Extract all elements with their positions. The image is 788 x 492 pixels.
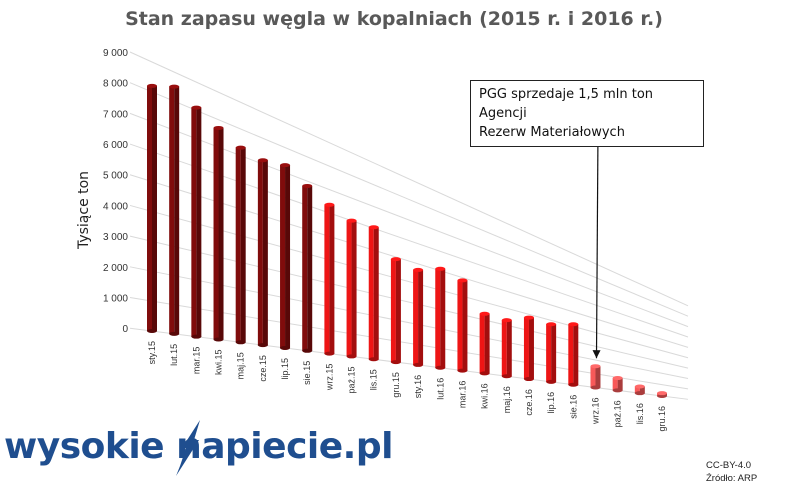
lightning-bolt-icon bbox=[176, 420, 200, 476]
x-tick-label: paź.15 bbox=[347, 366, 357, 393]
bar-kwi.15 bbox=[213, 125, 224, 342]
bar-lis.15 bbox=[368, 225, 379, 362]
x-tick-label: sie.15 bbox=[302, 361, 312, 385]
x-tick-label: mar.16 bbox=[457, 381, 467, 409]
bar-sty.15 bbox=[147, 83, 157, 333]
chart-title: Stan zapasu węgla w kopalniach (2015 r. … bbox=[125, 8, 663, 30]
x-tick-label: sty.16 bbox=[413, 375, 423, 398]
x-tick-label: cze.15 bbox=[258, 355, 268, 382]
y-axis-label: Tysiące ton bbox=[76, 171, 92, 250]
y-tick-label: 2 000 bbox=[103, 263, 128, 274]
bar-kwi.16 bbox=[479, 311, 490, 376]
annotation-callout: PGG sprzedaje 1,5 mln ton Agencji Rezerw… bbox=[470, 80, 704, 147]
gridline bbox=[129, 82, 689, 317]
gridlines bbox=[129, 51, 689, 400]
x-tick-label: maj.16 bbox=[502, 386, 512, 413]
y-tick-label: 6 000 bbox=[103, 140, 128, 151]
x-tick-label: lut.16 bbox=[435, 378, 445, 400]
bar-gru.15 bbox=[390, 257, 401, 365]
y-tick-label: 9 000 bbox=[103, 48, 128, 59]
x-tick-label: kwi.15 bbox=[214, 349, 224, 375]
y-tick-label: 7 000 bbox=[103, 109, 128, 120]
bars bbox=[147, 83, 667, 398]
license-text: CC-BY-4.0 bbox=[706, 460, 752, 471]
x-tick-label: gru.16 bbox=[657, 406, 667, 432]
annotation-arrow-line bbox=[595, 129, 599, 359]
bar-cze.15 bbox=[257, 158, 268, 348]
bar-sie.16 bbox=[568, 322, 579, 387]
y-tick-label: 3 000 bbox=[103, 232, 128, 243]
x-tick-label: lis.16 bbox=[635, 403, 645, 424]
logo-text: wysokie napiecie.pl bbox=[4, 426, 393, 467]
x-tick-label: lip.15 bbox=[280, 358, 290, 380]
y-tick-label: 0 bbox=[122, 324, 128, 335]
bar-lip.15 bbox=[280, 163, 291, 350]
bar-mar.15 bbox=[191, 105, 202, 339]
x-tick-label: wrz.16 bbox=[590, 398, 600, 426]
bar-wrz.15 bbox=[324, 202, 335, 356]
bar-paź.15 bbox=[346, 218, 357, 359]
x-tick-label: lip.16 bbox=[546, 392, 556, 414]
annotation-line-2: Rezerw Materiałowych bbox=[479, 125, 625, 140]
y-tick-label: 5 000 bbox=[103, 171, 128, 182]
x-tick-label: lut.15 bbox=[169, 344, 179, 366]
annotation-line-1: PGG sprzedaje 1,5 mln ton Agencji bbox=[479, 87, 654, 121]
x-tick-label: sie.16 bbox=[568, 395, 578, 419]
bar-lut.15 bbox=[169, 84, 180, 336]
brand-logo: wysokie napiecie.pl bbox=[4, 418, 393, 478]
bar-mar.16 bbox=[457, 278, 468, 373]
bar-sie.15 bbox=[302, 183, 313, 353]
source-text: Źródło: ARP bbox=[706, 473, 758, 484]
bar-maj.16 bbox=[501, 318, 512, 379]
x-tick-label: maj.15 bbox=[236, 352, 246, 379]
x-tick-label: gru.15 bbox=[391, 372, 401, 398]
y-tick-label: 8 000 bbox=[103, 79, 128, 90]
x-tick-label: wrz.15 bbox=[324, 364, 334, 392]
y-axis-ticks: 0 1 000 2 000 3 000 4 000 5 000 6 000 7 000 8 00… bbox=[103, 48, 128, 335]
license-note: CC-BY-4.0 Źródło: ARP bbox=[706, 459, 757, 485]
annotation-arrowhead bbox=[592, 350, 601, 359]
bar-lut.16 bbox=[435, 266, 446, 370]
bar-lis.16 bbox=[634, 384, 645, 396]
x-tick-label: mar.15 bbox=[191, 347, 201, 375]
x-tick-label: paź.16 bbox=[613, 400, 623, 427]
y-tick-label: 1 000 bbox=[103, 294, 128, 305]
annotation-arrow bbox=[592, 129, 601, 359]
bar-lip.16 bbox=[546, 322, 557, 384]
bar-cze.16 bbox=[523, 315, 534, 382]
x-tick-label: lis.15 bbox=[369, 369, 379, 390]
y-tick-label: 4 000 bbox=[103, 201, 128, 212]
bar-sty.16 bbox=[413, 267, 424, 367]
x-tick-label: kwi.16 bbox=[480, 383, 490, 409]
gridline bbox=[129, 51, 689, 307]
bar-gru.16 bbox=[657, 391, 667, 398]
bar-wrz.16 bbox=[590, 364, 601, 390]
bar-paź.16 bbox=[612, 376, 623, 393]
bar-maj.15 bbox=[235, 145, 246, 345]
x-tick-label: cze.16 bbox=[524, 389, 534, 416]
x-tick-label: sty.15 bbox=[147, 341, 157, 364]
x-axis-ticks: sty.15 lut.15 mar.15 kwi.15 maj.15 cze.15 lip.… bbox=[147, 341, 667, 432]
